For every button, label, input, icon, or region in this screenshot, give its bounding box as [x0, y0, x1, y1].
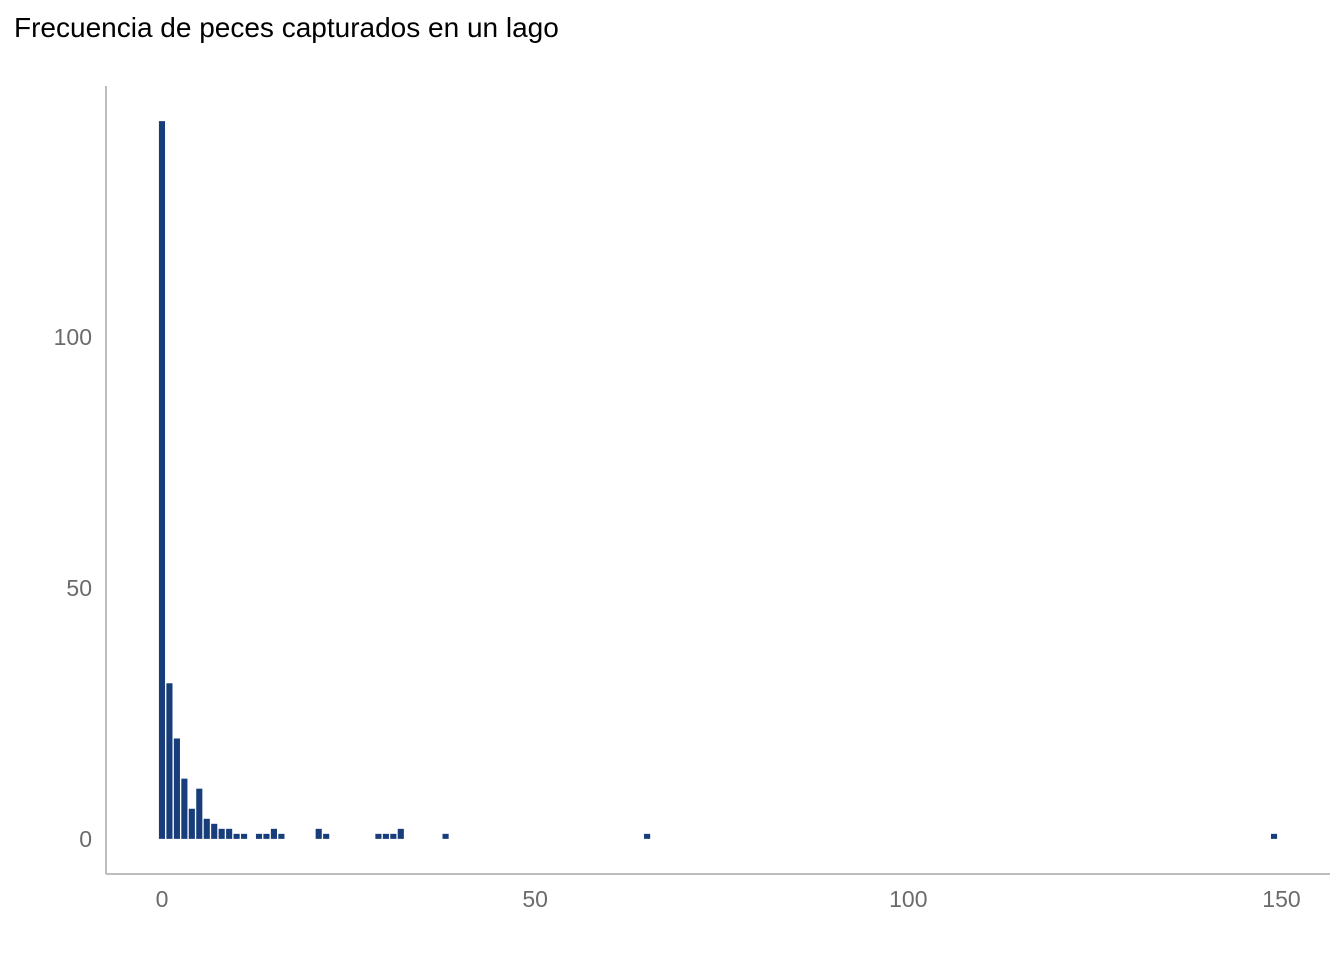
- histogram-bar: [270, 828, 277, 839]
- x-tick-label: 50: [522, 886, 548, 912]
- x-tick-label: 150: [1262, 886, 1300, 912]
- histogram-bar: [188, 808, 195, 839]
- histogram-bar: [196, 788, 203, 839]
- histogram-bar: [263, 833, 270, 839]
- histogram-bar: [173, 738, 180, 839]
- bars-group: [158, 121, 1278, 839]
- histogram-bar: [203, 818, 210, 839]
- histogram-bar: [211, 823, 218, 839]
- y-tick-label: 50: [66, 575, 92, 601]
- histogram-bar: [315, 828, 322, 839]
- y-tick-labels: 0 50 100: [54, 324, 92, 852]
- chart-title: Frecuencia de peces capturados en un lag…: [14, 12, 559, 43]
- histogram-bar: [323, 833, 330, 839]
- histogram-bar: [1270, 833, 1278, 839]
- histogram-bar: [278, 833, 285, 839]
- histogram-bar: [218, 828, 225, 839]
- histogram-bar: [241, 833, 248, 839]
- histogram-bar: [442, 833, 449, 839]
- y-tick-label: 0: [79, 826, 92, 852]
- x-tick-label: 0: [156, 886, 169, 912]
- histogram-bar: [158, 121, 166, 839]
- histogram-bar: [397, 828, 404, 839]
- histogram-bar: [233, 833, 240, 839]
- x-tick-labels: 0 50 100 150: [156, 886, 1301, 912]
- histogram-bar: [255, 833, 263, 839]
- histogram-bar: [226, 828, 233, 839]
- histogram-bar: [390, 833, 397, 839]
- x-tick-label: 100: [889, 886, 927, 912]
- y-tick-label: 100: [54, 324, 92, 350]
- histogram-bar: [181, 778, 188, 839]
- histogram-bar: [166, 683, 173, 839]
- histogram-bar: [375, 833, 382, 839]
- histogram-bar: [382, 833, 389, 839]
- histogram-bar: [644, 833, 651, 839]
